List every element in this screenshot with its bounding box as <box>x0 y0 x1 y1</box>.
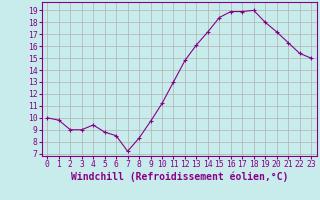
X-axis label: Windchill (Refroidissement éolien,°C): Windchill (Refroidissement éolien,°C) <box>70 172 288 182</box>
